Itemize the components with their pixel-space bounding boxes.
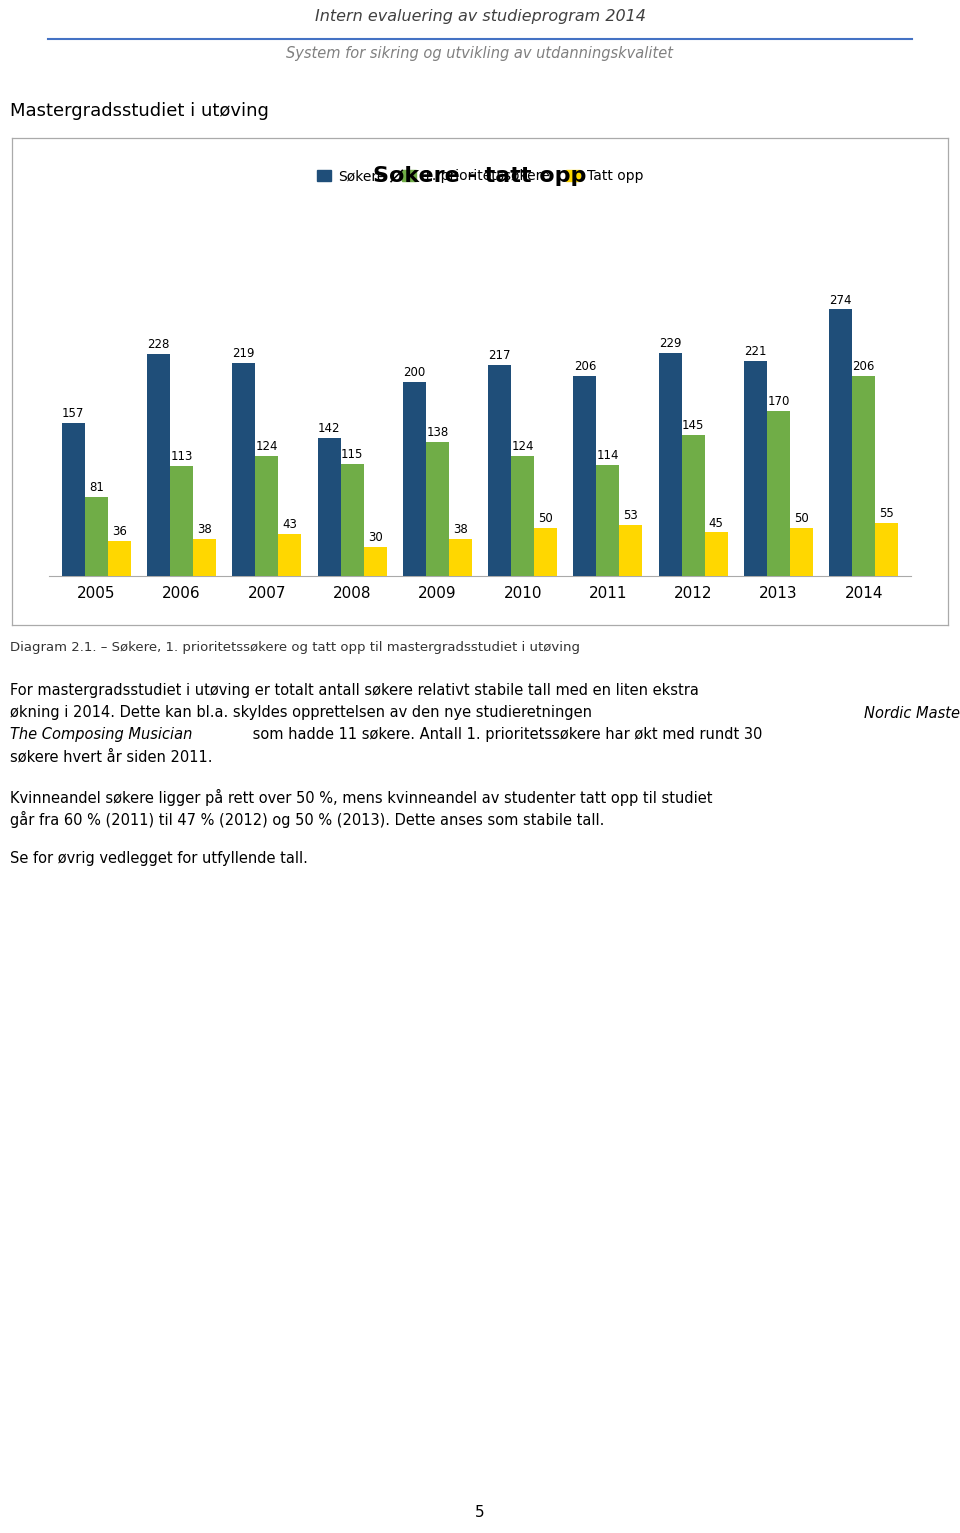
Text: Diagram 2.1. – Søkere, 1. prioritetssøkere og tatt opp til mastergradsstudiet i : Diagram 2.1. – Søkere, 1. prioritetssøke… bbox=[10, 641, 580, 655]
Bar bbox=[829, 310, 852, 576]
Text: 38: 38 bbox=[453, 523, 468, 537]
Bar bbox=[449, 540, 472, 576]
Text: 30: 30 bbox=[368, 530, 382, 544]
Text: 124: 124 bbox=[512, 440, 534, 452]
Text: 50: 50 bbox=[539, 512, 553, 524]
Bar bbox=[596, 464, 619, 576]
Bar bbox=[767, 411, 790, 576]
Bar bbox=[511, 455, 534, 576]
Text: For mastergradsstudiet i utøving er totalt antall søkere relativt stabile tall m: For mastergradsstudiet i utøving er tota… bbox=[10, 684, 699, 699]
Bar bbox=[61, 423, 84, 576]
Bar bbox=[534, 527, 557, 576]
Bar bbox=[193, 540, 216, 576]
Bar bbox=[573, 376, 596, 576]
Text: 142: 142 bbox=[318, 422, 341, 435]
Text: 50: 50 bbox=[794, 512, 809, 524]
Text: 55: 55 bbox=[879, 507, 894, 520]
Text: økning i 2014. Dette kan bl.a. skyldes opprettelsen av den nye studieretningen: økning i 2014. Dette kan bl.a. skyldes o… bbox=[10, 705, 596, 721]
Bar bbox=[705, 532, 728, 576]
Text: Intern evaluering av studieprogram 2014: Intern evaluering av studieprogram 2014 bbox=[315, 9, 645, 25]
Bar bbox=[403, 382, 426, 576]
Text: 157: 157 bbox=[62, 408, 84, 420]
Text: 38: 38 bbox=[197, 523, 212, 537]
Bar bbox=[232, 363, 255, 576]
Text: 124: 124 bbox=[255, 440, 278, 452]
Text: 43: 43 bbox=[282, 518, 298, 532]
Text: Søkere - tatt opp: Søkere - tatt opp bbox=[373, 166, 587, 185]
Text: 115: 115 bbox=[341, 448, 363, 461]
Text: Mastergradsstudiet i utøving: Mastergradsstudiet i utøving bbox=[10, 103, 269, 120]
Text: søkere hvert år siden 2011.: søkere hvert år siden 2011. bbox=[10, 750, 212, 765]
Bar bbox=[488, 365, 511, 576]
Bar bbox=[876, 523, 899, 576]
Legend: Søkere, 1. prioritetssøkere, Tatt opp: Søkere, 1. prioritetssøkere, Tatt opp bbox=[317, 169, 643, 184]
Text: 221: 221 bbox=[744, 345, 767, 359]
Text: 81: 81 bbox=[89, 481, 104, 495]
Bar bbox=[147, 354, 170, 576]
Text: 145: 145 bbox=[682, 419, 705, 432]
Bar bbox=[852, 376, 876, 576]
Bar bbox=[682, 435, 705, 576]
Text: 5: 5 bbox=[475, 1505, 485, 1521]
Text: 206: 206 bbox=[852, 360, 875, 373]
Bar bbox=[790, 527, 813, 576]
Bar bbox=[255, 455, 278, 576]
Text: 219: 219 bbox=[232, 346, 255, 360]
Bar bbox=[619, 524, 642, 576]
Text: 228: 228 bbox=[148, 339, 170, 351]
Bar bbox=[341, 464, 364, 576]
Text: Kvinneandel søkere ligger på rett over 50 %, mens kvinneandel av studenter tatt : Kvinneandel søkere ligger på rett over 5… bbox=[10, 788, 712, 805]
Text: går fra 60 % (2011) til 47 % (2012) og 50 % (2013). Dette anses som stabile tall: går fra 60 % (2011) til 47 % (2012) og 5… bbox=[10, 811, 605, 828]
Text: 217: 217 bbox=[489, 350, 511, 362]
Bar bbox=[364, 547, 387, 576]
Text: 113: 113 bbox=[171, 451, 193, 463]
Text: System for sikring og utvikling av utdanningskvalitet: System for sikring og utvikling av utdan… bbox=[286, 46, 674, 61]
Bar bbox=[84, 497, 108, 576]
Text: 206: 206 bbox=[574, 360, 596, 373]
Text: som hadde 11 søkere. Antall 1. prioritetssøkere har økt med rundt 30: som hadde 11 søkere. Antall 1. prioritet… bbox=[248, 728, 762, 742]
Text: Nordic Master:: Nordic Master: bbox=[864, 705, 960, 721]
Text: 274: 274 bbox=[829, 293, 852, 307]
Text: Se for øvrig vedlegget for utfyllende tall.: Se for øvrig vedlegget for utfyllende ta… bbox=[10, 851, 308, 866]
Bar bbox=[744, 362, 767, 576]
Text: 229: 229 bbox=[659, 337, 682, 351]
Bar bbox=[318, 438, 341, 576]
Text: 114: 114 bbox=[596, 449, 619, 463]
Text: The Composing Musician: The Composing Musician bbox=[10, 728, 192, 742]
Text: 170: 170 bbox=[767, 396, 789, 408]
Bar bbox=[108, 541, 131, 576]
Bar bbox=[426, 442, 449, 576]
Text: 36: 36 bbox=[112, 526, 127, 538]
Text: 45: 45 bbox=[708, 517, 724, 529]
Text: 138: 138 bbox=[426, 426, 448, 438]
Text: 53: 53 bbox=[624, 509, 638, 521]
Text: 200: 200 bbox=[403, 365, 425, 379]
Bar bbox=[170, 466, 193, 576]
Bar bbox=[659, 353, 682, 576]
Bar bbox=[278, 535, 301, 576]
